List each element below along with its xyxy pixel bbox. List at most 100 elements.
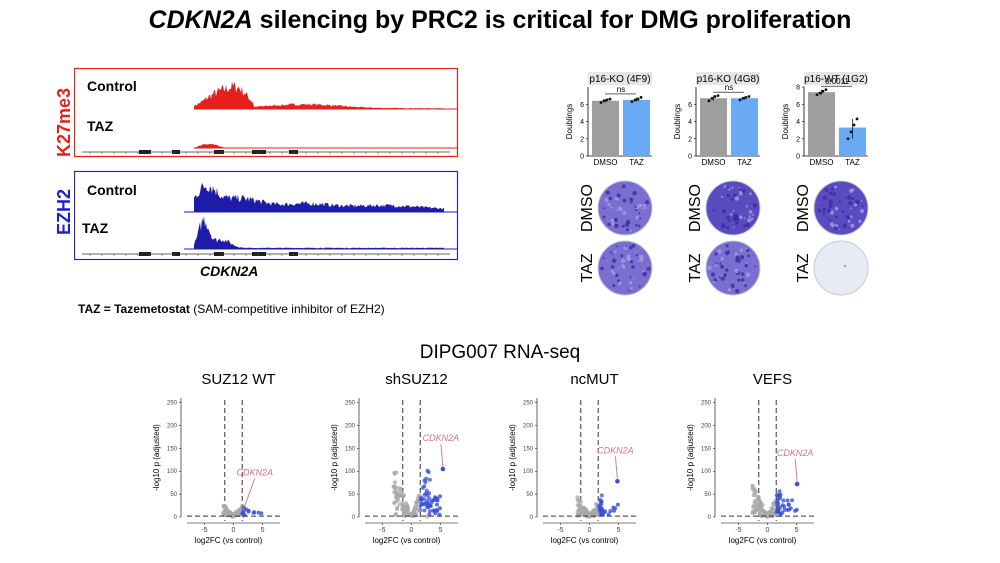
volcano-y-tick-label: 250 bbox=[345, 401, 356, 407]
well-colony bbox=[847, 195, 852, 200]
volcano-point bbox=[411, 508, 416, 513]
volcano-y-tick-label: 250 bbox=[167, 401, 178, 407]
volcano-point-sig bbox=[599, 511, 604, 516]
well-colony bbox=[639, 203, 642, 207]
bar-point bbox=[849, 130, 853, 134]
volcano-gene-point bbox=[240, 511, 246, 516]
well-colony bbox=[746, 248, 750, 253]
volcano-point bbox=[593, 511, 598, 516]
well-colony bbox=[629, 286, 633, 291]
k27-control-signal bbox=[194, 81, 444, 109]
k27-gene-model-arrow: ‹ bbox=[293, 151, 295, 157]
volcano-point bbox=[416, 508, 421, 513]
volcano-point bbox=[422, 497, 427, 502]
bar-y-tick-label: 6 bbox=[688, 102, 692, 109]
bar-panel: p16-KO (4G8) 0 2 4 6 Doublings DMSO TAZ ns DMSO TA… bbox=[673, 72, 761, 296]
well-colony bbox=[728, 219, 731, 223]
volcano-point-sig bbox=[611, 505, 616, 510]
volcano-y-label: -log10 p (adjusted) bbox=[330, 424, 339, 491]
volcano-gene-leader bbox=[794, 459, 798, 483]
well-colony bbox=[745, 222, 750, 228]
well-colony bbox=[732, 226, 735, 229]
well-colony bbox=[828, 191, 833, 195]
volcano-point bbox=[759, 508, 764, 513]
volcano-point bbox=[754, 489, 758, 494]
well-colony bbox=[622, 210, 627, 215]
volcano-point bbox=[401, 503, 405, 508]
k27-gene-model-arrow: ‹ bbox=[149, 151, 151, 157]
bar bbox=[808, 92, 835, 156]
well-colony bbox=[725, 226, 730, 230]
bar-y-tick-label: 6 bbox=[580, 102, 584, 109]
well bbox=[813, 180, 869, 236]
ezh2-gene-model-exon bbox=[139, 252, 151, 256]
ezh2-gene-model-arrow: ‹ bbox=[269, 253, 271, 259]
title-gene: CDKN2A bbox=[148, 6, 253, 34]
well-colony bbox=[627, 254, 630, 258]
volcano-point bbox=[583, 508, 588, 513]
well-colony bbox=[827, 208, 832, 213]
volcano-point bbox=[427, 509, 432, 513]
volcano-point bbox=[224, 510, 229, 515]
well-colony bbox=[723, 273, 727, 278]
well-colony bbox=[622, 266, 626, 269]
volcano-point-sig bbox=[259, 511, 264, 516]
well-colony bbox=[608, 196, 613, 201]
k27-gene-model-arrow: ‹ bbox=[113, 151, 115, 157]
bar-panel: p16-WT (1G2) 0 2 4 6 8 Doublings DMSO TAZ 0.0011 D… bbox=[781, 72, 869, 296]
volcano-gene-leader bbox=[440, 443, 444, 467]
well-colony bbox=[725, 244, 729, 248]
bar-point bbox=[599, 101, 603, 104]
bar-point bbox=[639, 95, 643, 99]
well-colony bbox=[720, 195, 724, 198]
volcano-y-tick-label: 100 bbox=[167, 469, 178, 475]
well-colony bbox=[832, 192, 837, 196]
volcano-point bbox=[392, 470, 397, 475]
well-colony bbox=[616, 245, 618, 248]
well bbox=[813, 240, 869, 296]
volcano-point bbox=[594, 502, 598, 506]
well-colony bbox=[620, 258, 626, 264]
volcano-y-tick-label: 150 bbox=[167, 446, 178, 452]
bar-category-label: DMSO bbox=[594, 158, 618, 167]
volcano-point bbox=[393, 512, 398, 517]
well-colony bbox=[626, 228, 630, 232]
well-colony bbox=[727, 288, 732, 292]
volcano-point bbox=[404, 501, 409, 506]
well-colony bbox=[612, 258, 617, 263]
k27me3-side-label: K27me3 bbox=[54, 87, 74, 157]
volcano-y-tick-label: 250 bbox=[523, 401, 534, 407]
ezh2-gene-model-arrow: ‹ bbox=[173, 253, 175, 259]
well-row-label: DMSO bbox=[579, 184, 596, 232]
volcano-y-tick-label: 0 bbox=[708, 515, 712, 521]
well-colony bbox=[607, 222, 611, 227]
well-colony bbox=[735, 255, 740, 259]
volcano-point-sig bbox=[244, 507, 248, 512]
well-colony bbox=[717, 249, 722, 254]
well bbox=[705, 180, 761, 236]
volcano-point-sig bbox=[419, 501, 424, 506]
volcano-point bbox=[578, 508, 583, 513]
well-colony bbox=[828, 199, 833, 205]
bar-point bbox=[630, 100, 634, 104]
well-colony bbox=[853, 203, 858, 207]
volcano-point bbox=[424, 488, 429, 493]
bar-y-tick-label: 2 bbox=[580, 136, 584, 143]
well-colony bbox=[834, 215, 838, 219]
k27-gene-model-exon bbox=[172, 150, 180, 154]
well-colony bbox=[817, 208, 822, 213]
well-colony bbox=[638, 285, 641, 288]
volcano-y-tick-label: 100 bbox=[345, 469, 356, 475]
volcano-x-tick-label: 5 bbox=[795, 527, 799, 534]
well-colony bbox=[644, 206, 647, 210]
well-colony bbox=[822, 211, 826, 214]
volcano-point-sig bbox=[615, 502, 620, 507]
volcano-gene-label: CDKN2A bbox=[777, 448, 814, 458]
volcano-panel: shSUZ12 0 50 100 150 200 250 -5 0 5 CDKN2A log2FC (… bbox=[330, 371, 459, 545]
volcano-point bbox=[587, 514, 592, 519]
well-colony bbox=[732, 210, 735, 212]
well-colony bbox=[848, 201, 853, 206]
bar-y-label: Doublings bbox=[673, 104, 682, 140]
well-colony bbox=[629, 276, 632, 279]
